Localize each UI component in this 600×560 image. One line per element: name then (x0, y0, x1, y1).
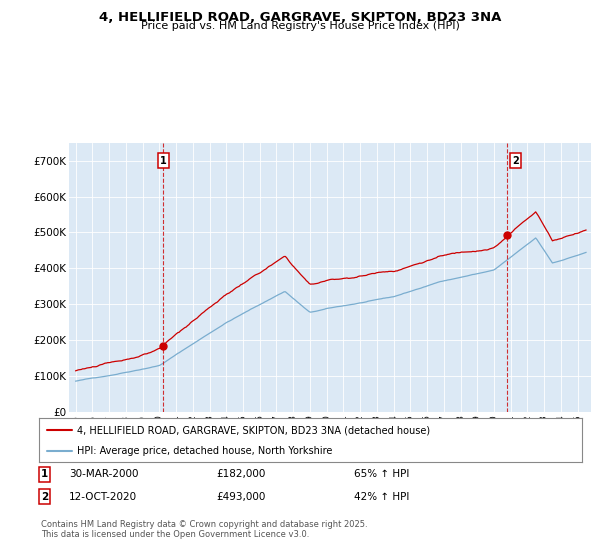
Text: 4, HELLIFIELD ROAD, GARGRAVE, SKIPTON, BD23 3NA: 4, HELLIFIELD ROAD, GARGRAVE, SKIPTON, B… (99, 11, 501, 24)
Text: 12-OCT-2020: 12-OCT-2020 (69, 492, 137, 502)
Text: 1: 1 (160, 156, 167, 166)
Text: 42% ↑ HPI: 42% ↑ HPI (354, 492, 409, 502)
Text: 1: 1 (41, 469, 48, 479)
Text: 65% ↑ HPI: 65% ↑ HPI (354, 469, 409, 479)
Text: Price paid vs. HM Land Registry's House Price Index (HPI): Price paid vs. HM Land Registry's House … (140, 21, 460, 31)
Text: £493,000: £493,000 (216, 492, 265, 502)
Text: 2: 2 (512, 156, 519, 166)
Text: 4, HELLIFIELD ROAD, GARGRAVE, SKIPTON, BD23 3NA (detached house): 4, HELLIFIELD ROAD, GARGRAVE, SKIPTON, B… (77, 425, 430, 435)
Text: 2: 2 (41, 492, 48, 502)
Text: 30-MAR-2000: 30-MAR-2000 (69, 469, 139, 479)
Text: £182,000: £182,000 (216, 469, 265, 479)
Text: Contains HM Land Registry data © Crown copyright and database right 2025.
This d: Contains HM Land Registry data © Crown c… (41, 520, 367, 539)
Text: HPI: Average price, detached house, North Yorkshire: HPI: Average price, detached house, Nort… (77, 446, 332, 456)
